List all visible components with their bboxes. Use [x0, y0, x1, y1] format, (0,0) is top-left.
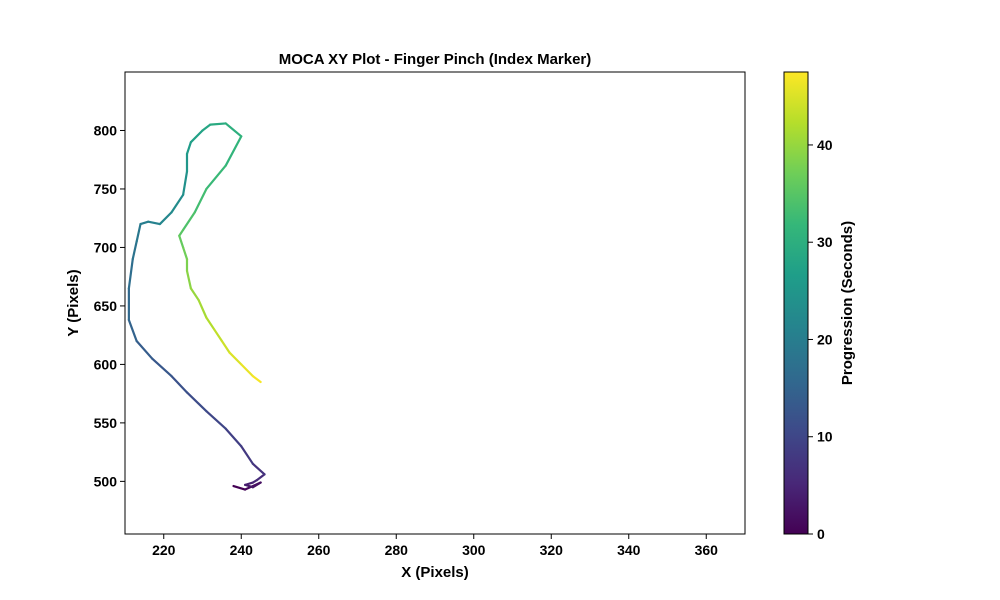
trajectory-segment — [185, 141, 192, 155]
y-tick-label: 750 — [94, 181, 118, 197]
x-tick-label: 360 — [695, 542, 719, 558]
x-tick-label: 240 — [230, 542, 254, 558]
colorbar-tick-label: 30 — [817, 234, 833, 250]
trajectory-segment — [170, 375, 189, 394]
trajectory-segment — [232, 484, 247, 491]
trajectory-segment — [205, 316, 216, 331]
trajectory-segment — [205, 410, 227, 430]
trajectory-segment — [205, 164, 227, 191]
trajectory-segment — [255, 473, 266, 482]
trajectory-segment — [182, 211, 196, 231]
x-tick-label: 300 — [462, 542, 486, 558]
x-tick-label: 220 — [152, 542, 176, 558]
trajectory-lines — [127, 122, 266, 491]
trajectory-segment — [185, 269, 192, 290]
trajectory-segment — [135, 222, 142, 243]
trajectory-segment — [244, 481, 254, 486]
trajectory-segment — [240, 363, 254, 378]
trajectory-segment — [151, 357, 173, 378]
trajectory-segment — [213, 328, 223, 343]
colorbar-tick-label: 20 — [817, 331, 833, 347]
trajectory-segment — [193, 187, 208, 214]
trajectory-segment — [224, 427, 243, 448]
trajectory-segment — [182, 246, 189, 261]
colorbar-label: Progression (Seconds) — [839, 221, 856, 385]
y-tick-label: 600 — [94, 356, 118, 372]
trajectory-segment — [220, 339, 231, 354]
colorbar-tick-label: 40 — [817, 137, 833, 153]
y-tick-label: 500 — [94, 473, 118, 489]
trajectory-segment — [189, 129, 204, 144]
x-tick-label: 340 — [617, 542, 641, 558]
trajectory-segment — [228, 351, 243, 366]
trajectory-segment — [182, 170, 189, 196]
chart-title: MOCA XY Plot - Finger Pinch (Index Marke… — [279, 51, 592, 68]
y-tick-label: 800 — [94, 122, 118, 138]
trajectory-segment — [170, 193, 185, 214]
x-tick-label: 320 — [540, 542, 564, 558]
plot-area-frame — [124, 71, 746, 535]
colorbar-axis: 0 10 20 30 40 — [808, 137, 833, 542]
colorbar — [783, 71, 809, 535]
trajectory-segment — [185, 391, 208, 413]
trajectory-segment — [127, 318, 138, 343]
trajectory-segment — [224, 135, 243, 167]
y-axis: 500 550 600 650 700 750 800 — [94, 122, 125, 489]
trajectory-segment — [178, 234, 185, 249]
trajectory-segment — [131, 240, 138, 261]
y-axis-label: Y (Pixels) — [65, 269, 82, 336]
trajectory-segment — [201, 123, 212, 132]
trajectory-segment — [135, 339, 154, 360]
trajectory-segment — [251, 462, 266, 476]
y-tick-label: 650 — [94, 298, 118, 314]
colorbar-tick-label: 0 — [817, 526, 825, 542]
trajectory-segment — [197, 298, 208, 319]
trajectory-segment — [189, 287, 200, 302]
trajectory-segment — [158, 211, 173, 226]
trajectory-segment — [147, 220, 161, 226]
y-tick-label: 550 — [94, 415, 118, 431]
x-axis-label: X (Pixels) — [401, 564, 469, 581]
x-axis: 220 240 260 280 300 320 340 360 — [152, 534, 718, 558]
colorbar-tick-label: 10 — [817, 429, 833, 445]
trajectory-segment — [209, 122, 227, 126]
trajectory-segment — [127, 258, 134, 290]
y-tick-label: 700 — [94, 239, 118, 255]
trajectory-segment — [251, 481, 262, 489]
trajectory-segment — [240, 445, 254, 465]
trajectory-segment — [251, 375, 262, 384]
x-tick-label: 260 — [307, 542, 331, 558]
x-tick-label: 280 — [385, 542, 409, 558]
trajectory-segment — [178, 228, 185, 237]
trajectory-segment — [139, 220, 150, 226]
trajectory-segment — [224, 122, 243, 138]
